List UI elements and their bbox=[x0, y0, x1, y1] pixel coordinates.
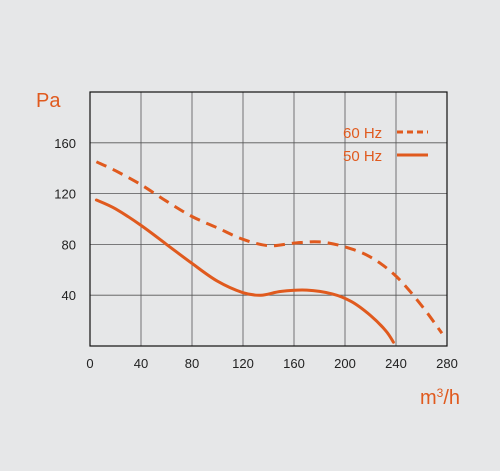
y-axis-ticks: 40 80 120 160 bbox=[54, 136, 76, 303]
legend-label-50hz: 50 Hz bbox=[343, 148, 382, 165]
x-tick-label: 160 bbox=[283, 356, 305, 371]
x-axis-label-tail: /h bbox=[443, 387, 460, 409]
legend-label-60hz: 60 Hz bbox=[343, 125, 382, 142]
series-line-60hz bbox=[95, 160, 444, 335]
x-tick-label: 0 bbox=[86, 356, 93, 371]
plot-grid bbox=[90, 92, 447, 346]
x-axis-label: m3/h bbox=[420, 386, 460, 409]
y-tick-label: 160 bbox=[54, 136, 76, 151]
x-tick-label: 240 bbox=[385, 356, 407, 371]
x-tick-label: 80 bbox=[185, 356, 199, 371]
x-axis-label-base: m bbox=[420, 387, 437, 409]
x-axis-label-exponent: 3 bbox=[437, 386, 444, 400]
legend: 60 Hz 50 Hz bbox=[343, 125, 428, 165]
x-tick-label: 120 bbox=[232, 356, 254, 371]
y-tick-label: 80 bbox=[62, 237, 76, 252]
x-tick-label: 280 bbox=[436, 356, 458, 371]
x-axis-ticks: 0 40 80 120 160 200 240 280 bbox=[86, 356, 457, 371]
y-axis-label: Pa bbox=[36, 90, 61, 112]
series-line-50hz bbox=[94, 198, 395, 344]
x-tick-label: 40 bbox=[134, 356, 148, 371]
y-tick-label: 40 bbox=[62, 288, 76, 303]
y-tick-label: 120 bbox=[54, 187, 76, 202]
series-layer bbox=[94, 160, 444, 344]
x-tick-label: 200 bbox=[334, 356, 356, 371]
plot-frame bbox=[89, 91, 448, 347]
